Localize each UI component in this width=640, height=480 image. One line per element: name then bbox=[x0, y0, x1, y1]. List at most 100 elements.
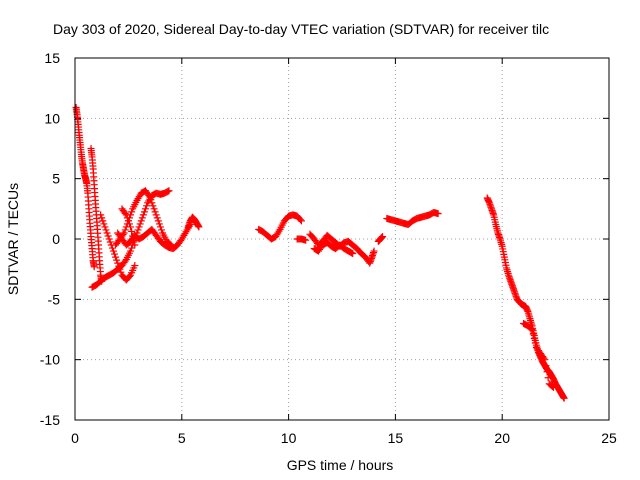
chart-title: Day 303 of 2020, Sidereal Day-to-day VTE… bbox=[53, 21, 549, 37]
data-point bbox=[302, 236, 310, 244]
data-point bbox=[434, 210, 442, 218]
x-axis-title: GPS time / hours bbox=[287, 457, 394, 473]
data-point bbox=[99, 217, 107, 225]
data-point bbox=[105, 235, 113, 243]
x-tick-label: 10 bbox=[281, 430, 297, 446]
plot-frame bbox=[74, 57, 610, 421]
x-tick-labels: 0 5 10 15 20 25 bbox=[71, 430, 617, 446]
y-tick-label: -10 bbox=[40, 352, 60, 368]
data-point bbox=[528, 326, 536, 333]
data-point bbox=[114, 259, 122, 267]
data-point bbox=[158, 226, 166, 234]
data-point bbox=[116, 265, 124, 273]
data-point bbox=[141, 205, 149, 213]
data-point bbox=[541, 356, 549, 364]
data-point bbox=[135, 223, 143, 231]
data-point bbox=[549, 383, 557, 391]
data-point bbox=[544, 374, 552, 382]
data-point bbox=[155, 220, 163, 228]
data-point bbox=[125, 272, 133, 280]
y-axis-title: SDTVAR / TECUs bbox=[5, 183, 21, 295]
data-point bbox=[128, 244, 136, 252]
y-tick-label: 10 bbox=[44, 110, 60, 126]
data-point bbox=[134, 226, 142, 234]
data-point bbox=[125, 220, 133, 228]
data-point bbox=[127, 247, 135, 255]
data-point bbox=[121, 209, 129, 217]
data-point bbox=[145, 191, 153, 199]
data-point bbox=[130, 237, 138, 245]
data-point bbox=[128, 208, 136, 216]
data-point bbox=[348, 249, 356, 257]
x-tick-label: 15 bbox=[388, 430, 404, 446]
x-tick-label: 25 bbox=[601, 430, 617, 446]
y-tick-label: -15 bbox=[40, 412, 60, 428]
data-point bbox=[117, 268, 125, 276]
data-point bbox=[131, 262, 139, 270]
data-point bbox=[164, 187, 172, 195]
data-point bbox=[379, 233, 387, 241]
data-point bbox=[154, 217, 162, 225]
y-tick-label: 15 bbox=[44, 50, 60, 66]
data-point bbox=[129, 232, 137, 240]
data-point bbox=[90, 263, 98, 271]
data-point bbox=[150, 205, 158, 213]
x-tick-label: 5 bbox=[178, 430, 186, 446]
data-point bbox=[115, 262, 123, 270]
data-point bbox=[152, 211, 160, 219]
x-tick-label: 0 bbox=[71, 430, 79, 446]
y-tick-labels: -15 -10 -5 0 5 10 15 bbox=[40, 50, 60, 428]
data-point bbox=[296, 216, 304, 224]
data-point bbox=[102, 226, 110, 234]
data-point bbox=[529, 330, 537, 338]
data-point bbox=[109, 247, 117, 255]
y-tick-label: 0 bbox=[52, 231, 60, 247]
data-point bbox=[124, 217, 132, 225]
data-point bbox=[128, 227, 136, 235]
y-tick-label: -5 bbox=[48, 291, 61, 307]
y-tick-label: 5 bbox=[52, 171, 60, 187]
data-point bbox=[127, 223, 135, 231]
data-point bbox=[530, 335, 538, 343]
data-point bbox=[121, 226, 129, 234]
data-point bbox=[527, 325, 535, 333]
data-point bbox=[137, 217, 145, 225]
data-point bbox=[548, 383, 556, 391]
data-point bbox=[165, 187, 173, 195]
data-points bbox=[72, 103, 568, 402]
data-point bbox=[195, 223, 203, 231]
data-point bbox=[123, 214, 131, 222]
data-point bbox=[540, 354, 548, 362]
data-point bbox=[111, 250, 119, 258]
data-point bbox=[543, 368, 551, 376]
data-point bbox=[136, 220, 144, 228]
data-point bbox=[106, 238, 114, 246]
data-point bbox=[149, 202, 157, 210]
data-point bbox=[138, 214, 146, 222]
data-point bbox=[108, 244, 116, 252]
data-point bbox=[148, 199, 156, 207]
grid-lines bbox=[75, 58, 609, 420]
data-point bbox=[349, 249, 357, 257]
x-tick-label: 20 bbox=[494, 430, 510, 446]
data-point bbox=[113, 256, 121, 264]
data-point bbox=[297, 217, 305, 225]
data-point bbox=[151, 208, 159, 216]
data-point bbox=[98, 214, 106, 222]
data-point bbox=[122, 211, 130, 219]
data-point bbox=[146, 193, 154, 201]
data-point bbox=[370, 247, 378, 255]
data-point bbox=[560, 394, 568, 402]
data-point bbox=[112, 253, 120, 261]
data-point bbox=[121, 257, 129, 265]
data-point bbox=[103, 229, 111, 237]
data-point bbox=[100, 220, 108, 228]
data-point bbox=[101, 223, 109, 231]
data-point bbox=[104, 232, 112, 240]
data-point bbox=[120, 229, 128, 237]
data-point bbox=[531, 339, 539, 347]
data-point bbox=[156, 223, 164, 231]
data-point bbox=[97, 211, 105, 219]
data-point bbox=[131, 241, 139, 249]
